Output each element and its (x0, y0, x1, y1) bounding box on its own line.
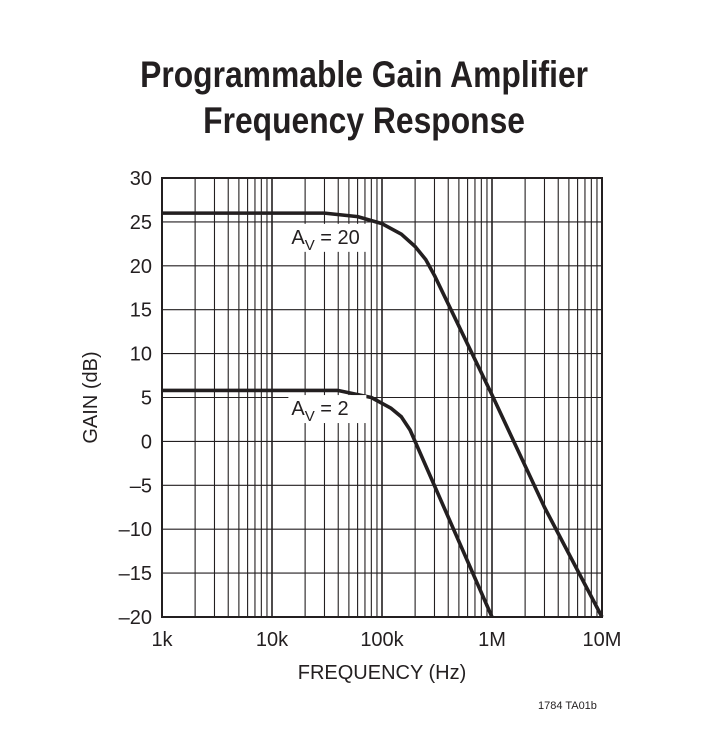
gain-curve-1 (161, 388, 494, 618)
grid (161, 177, 602, 618)
series-label-1: AV = 2 (291, 398, 348, 425)
chart-title: Programmable Gain Amplifier Frequency Re… (54, 52, 675, 144)
x-axis-label: FREQUENCY (Hz) (298, 662, 467, 684)
series-label-bg (288, 223, 367, 252)
curves (161, 211, 604, 618)
series-label-value: = 2 (315, 398, 349, 420)
y-tick-label: 10 (130, 344, 152, 366)
y-tick-label: 0 (141, 431, 152, 453)
series-label-bg (288, 395, 367, 424)
chart-title-line-2: Frequency Response (203, 100, 525, 141)
plot-frame (161, 177, 603, 618)
figure-id: 1784 TA01b (538, 700, 597, 712)
x-tick-label: 1M (478, 629, 506, 651)
y-tick-label: 25 (130, 212, 152, 234)
series-label-subscript: V (305, 408, 315, 425)
y-tick-label: 5 (141, 388, 152, 410)
series-label-value: = 20 (315, 227, 360, 249)
series-label-subscript: V (305, 237, 315, 254)
y-tick-label: –5 (130, 475, 152, 497)
y-tick-label: 30 (130, 168, 152, 190)
y-tick-label: –20 (119, 607, 152, 629)
y-tick-label: 20 (130, 256, 152, 278)
y-tick-label: –15 (119, 563, 152, 585)
series-label-0: AV = 20 (291, 227, 359, 254)
y-tick-label: –10 (119, 519, 152, 541)
series-label-main: A (291, 398, 305, 420)
x-tick-label: 1k (151, 629, 173, 651)
x-tick-label: 100k (360, 629, 404, 651)
y-axis-label: GAIN (dB) (80, 351, 102, 443)
x-tick-label: 10k (256, 629, 289, 651)
x-tick-label: 10M (583, 629, 622, 651)
series-label-main: A (291, 227, 305, 249)
chart-title-line-1: Programmable Gain Amplifier (140, 54, 589, 95)
gain-curve-0 (162, 211, 604, 618)
y-tick-label: 15 (130, 300, 152, 322)
